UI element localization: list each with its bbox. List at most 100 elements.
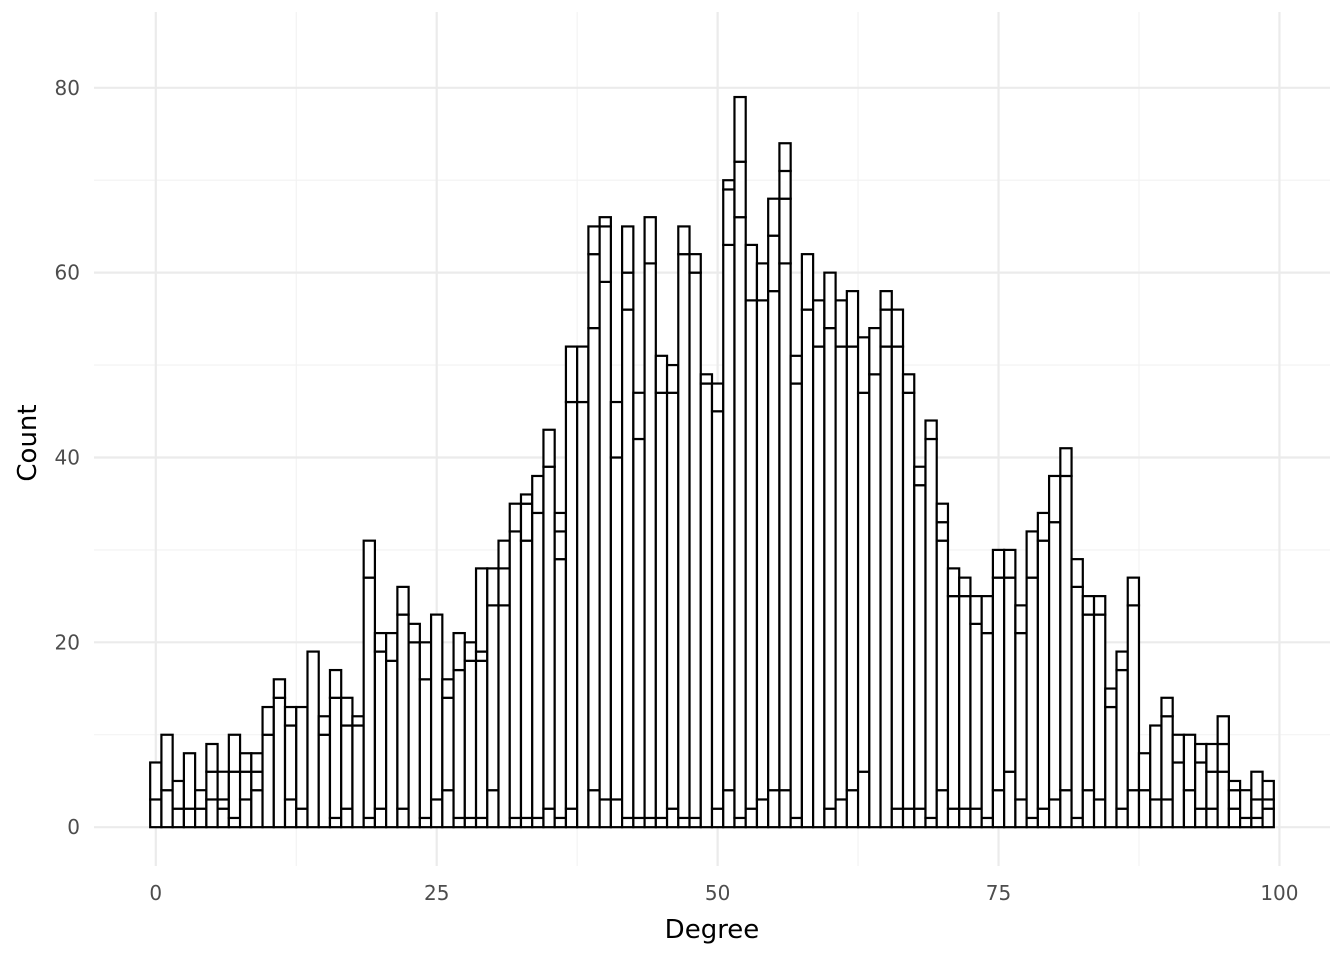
histogram-bar xyxy=(744,243,759,302)
histogram-bar xyxy=(205,742,219,773)
histogram-bar xyxy=(227,816,242,829)
histogram-bar xyxy=(238,798,253,829)
histogram-bar xyxy=(1137,789,1152,829)
histogram-bar xyxy=(710,410,725,810)
histogram-bar xyxy=(767,290,781,792)
histogram-bar xyxy=(463,816,478,829)
histogram-bar xyxy=(362,816,377,829)
histogram-bar xyxy=(216,807,230,829)
histogram-bar xyxy=(1081,613,1096,792)
histogram-bar xyxy=(755,798,770,829)
histogram-bar xyxy=(688,271,702,820)
histogram-bar xyxy=(351,724,365,829)
histogram-bar xyxy=(407,622,421,644)
histogram-bar xyxy=(463,659,478,820)
histogram-bar xyxy=(1092,595,1107,616)
histogram-bar xyxy=(261,705,275,736)
histogram-bar xyxy=(497,539,511,570)
histogram-bar xyxy=(418,641,433,681)
histogram-bar xyxy=(924,816,938,829)
histogram-bar xyxy=(868,373,882,829)
histogram-bar xyxy=(856,391,871,773)
histogram-bar xyxy=(632,437,646,820)
histogram-bar xyxy=(609,456,624,801)
histogram-bar xyxy=(800,253,815,311)
histogram-bar xyxy=(980,595,995,635)
histogram-bar xyxy=(1205,807,1219,829)
histogram-bar xyxy=(1104,687,1118,709)
histogram-bar xyxy=(182,807,197,829)
bars xyxy=(149,95,1275,829)
histogram-bar xyxy=(958,807,972,829)
histogram-bar xyxy=(474,816,489,829)
histogram-bar xyxy=(621,816,635,829)
histogram-bar xyxy=(587,253,601,330)
histogram-bar xyxy=(643,216,657,265)
y-tick-label: 60 xyxy=(55,261,80,285)
histogram-bar xyxy=(913,807,927,829)
histogram-bar xyxy=(1149,724,1163,801)
histogram-bar xyxy=(396,613,410,810)
histogram-bar xyxy=(1070,585,1084,820)
histogram-bar xyxy=(778,197,792,265)
histogram-bar xyxy=(542,428,556,468)
x-tick-label: 75 xyxy=(986,881,1011,905)
histogram-bar xyxy=(1092,613,1107,801)
histogram-bar xyxy=(1216,770,1230,829)
histogram-bar xyxy=(710,807,725,829)
histogram-bar xyxy=(812,345,826,829)
histogram-bar xyxy=(991,576,1006,792)
histogram-bar xyxy=(722,188,736,247)
histogram-bar xyxy=(182,752,197,810)
histogram-bar xyxy=(385,659,399,829)
histogram-bar xyxy=(991,548,1006,579)
histogram-bar xyxy=(474,659,489,820)
histogram-bar xyxy=(452,631,466,672)
histogram-bar xyxy=(396,585,410,616)
histogram-bar xyxy=(778,142,792,173)
histogram-bar xyxy=(429,613,444,801)
histogram-bar xyxy=(812,299,826,348)
histogram-bar xyxy=(901,391,916,810)
histogram-bar xyxy=(778,789,792,829)
histogram-bar xyxy=(373,650,388,810)
histogram-bar xyxy=(1047,521,1062,801)
histogram-bar xyxy=(328,816,343,829)
histogram-bar xyxy=(149,761,163,801)
histogram-bar xyxy=(722,789,736,829)
histogram-bar xyxy=(722,179,736,191)
histogram-bar xyxy=(609,798,624,829)
histogram-bar xyxy=(722,243,736,792)
histogram-bar xyxy=(1194,742,1208,764)
histogram-bar xyxy=(1025,576,1039,820)
histogram-bar xyxy=(1160,798,1174,829)
histogram-bar xyxy=(958,595,972,810)
histogram-bar xyxy=(913,465,927,487)
histogram-bar xyxy=(418,678,433,820)
histogram-bar xyxy=(340,696,354,727)
histogram-bar xyxy=(1216,715,1230,746)
histogram-bar xyxy=(1036,539,1051,810)
histogram-bar xyxy=(1227,807,1242,829)
histogram-bar xyxy=(845,345,860,792)
histogram-bar xyxy=(789,816,803,829)
histogram-bar xyxy=(677,225,691,256)
histogram-bar xyxy=(373,807,388,829)
histogram-bar xyxy=(1070,816,1084,829)
histogram-bar xyxy=(497,567,511,607)
histogram-bar xyxy=(879,290,893,311)
histogram-bar xyxy=(598,280,612,801)
histogram-bar xyxy=(250,752,264,773)
histogram-bar xyxy=(643,262,657,820)
histogram-bar xyxy=(823,271,837,330)
histogram-bar xyxy=(1149,798,1163,829)
y-axis-title: Count xyxy=(13,404,43,481)
histogram-bar xyxy=(1047,798,1062,829)
histogram-bar xyxy=(261,733,275,829)
histogram-bar xyxy=(767,789,781,829)
histogram-bar xyxy=(474,650,489,662)
histogram-bar xyxy=(980,816,995,829)
histogram-bar xyxy=(306,650,320,829)
histogram-bar xyxy=(328,668,343,699)
